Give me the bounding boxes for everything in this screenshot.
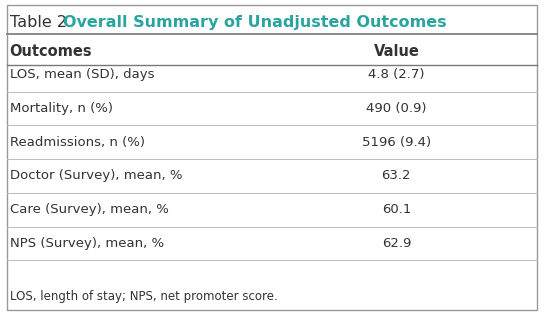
Text: Value: Value — [373, 44, 419, 60]
Text: LOS, length of stay; NPS, net promoter score.: LOS, length of stay; NPS, net promoter s… — [9, 290, 277, 303]
Text: 63.2: 63.2 — [382, 169, 411, 182]
Text: 5196 (9.4): 5196 (9.4) — [362, 136, 431, 149]
Text: Doctor (Survey), mean, %: Doctor (Survey), mean, % — [9, 169, 182, 182]
Text: Outcomes: Outcomes — [9, 44, 92, 60]
Text: Overall Summary of Unadjusted Outcomes: Overall Summary of Unadjusted Outcomes — [63, 15, 447, 31]
Text: Care (Survey), mean, %: Care (Survey), mean, % — [9, 203, 168, 216]
Text: 4.8 (2.7): 4.8 (2.7) — [368, 68, 425, 81]
Text: LOS, mean (SD), days: LOS, mean (SD), days — [9, 68, 154, 81]
Text: Table 2.: Table 2. — [9, 15, 77, 31]
Text: 60.1: 60.1 — [382, 203, 411, 216]
Text: Mortality, n (%): Mortality, n (%) — [9, 102, 113, 115]
Text: 490 (0.9): 490 (0.9) — [366, 102, 427, 115]
Text: NPS (Survey), mean, %: NPS (Survey), mean, % — [9, 237, 164, 250]
Text: 62.9: 62.9 — [382, 237, 411, 250]
Text: Readmissions, n (%): Readmissions, n (%) — [9, 136, 145, 149]
